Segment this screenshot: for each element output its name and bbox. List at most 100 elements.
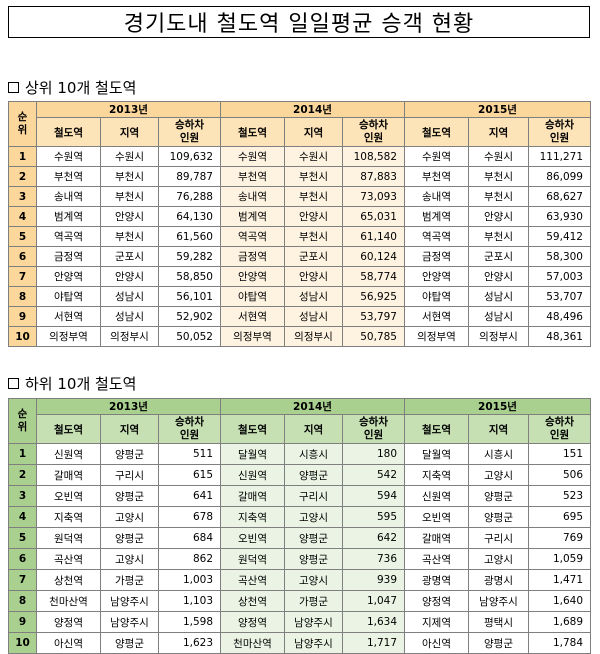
- passengers-cell: 1,640: [528, 590, 591, 612]
- passengers-cell: 594: [342, 485, 405, 507]
- rank-cell: 5: [8, 527, 37, 549]
- region-cell: 수원시: [100, 146, 159, 167]
- passengers-cell: 1,103: [158, 590, 221, 612]
- passengers-cell: 939: [342, 569, 405, 591]
- checkbox-square-icon: [8, 378, 19, 389]
- station-cell: 양정역: [220, 611, 285, 633]
- table-row: 3 오빈역 양평군 641 갈매역 구리시 594 신원역 양평군 523: [8, 485, 591, 507]
- table-row: 8 천마산역 남양주시 1,103 상천역 가평군 1,047 양정역 남양주시 1,640: [8, 590, 591, 612]
- rank-cell: 9: [8, 306, 37, 327]
- station-cell: 수원역: [36, 146, 101, 167]
- region-cell: 양평군: [100, 485, 159, 507]
- passengers-cell: 61,560: [158, 226, 221, 247]
- passengers-header: 승하차 인원: [342, 117, 405, 147]
- region-cell: 성남시: [468, 286, 529, 307]
- passengers-cell: 68,627: [528, 186, 591, 207]
- page-title: 경기도내 철도역 일일평균 승객 현황: [8, 6, 590, 38]
- passengers-cell: 56,925: [342, 286, 405, 307]
- passengers-cell: 73,093: [342, 186, 405, 207]
- rank-cell: 7: [8, 569, 37, 591]
- table-row: 8 야탑역 성남시 56,101 야탑역 성남시 56,925 야탑역 성남시 53,707: [8, 286, 591, 307]
- station-cell: 범계역: [36, 206, 101, 227]
- rank-cell: 10: [8, 632, 37, 654]
- region-cell: 성남시: [468, 306, 529, 327]
- year-header-2015: 2015년: [404, 101, 591, 118]
- passengers-cell: 684: [158, 527, 221, 549]
- region-cell: 성남시: [100, 286, 159, 307]
- region-cell: 가평군: [100, 569, 159, 591]
- station-header: 철도역: [404, 414, 469, 444]
- station-cell: 지축역: [404, 464, 469, 486]
- region-cell: 군포시: [284, 246, 343, 267]
- station-header: 철도역: [220, 117, 285, 147]
- rank-cell: 8: [8, 286, 37, 307]
- passengers-header: 승하차 인원: [158, 414, 221, 444]
- table-row: 4 지축역 고양시 678 지축역 고양시 595 오빈역 양평군 695: [8, 506, 591, 528]
- region-cell: 양평군: [284, 464, 343, 486]
- region-cell: 부천시: [284, 166, 343, 187]
- passengers-cell: 56,101: [158, 286, 221, 307]
- station-cell: 수원역: [404, 146, 469, 167]
- station-cell: 안양역: [404, 266, 469, 287]
- region-cell: 안양시: [100, 206, 159, 227]
- table-row: 1 수원역 수원시 109,632 수원역 수원시 108,582 수원역 수원시 111,271: [8, 146, 591, 167]
- passengers-cell: 48,361: [528, 326, 591, 347]
- rank-cell: 7: [8, 266, 37, 287]
- passengers-cell: 108,582: [342, 146, 405, 167]
- station-cell: 금정역: [220, 246, 285, 267]
- station-header: 철도역: [404, 117, 469, 147]
- rank-cell: 3: [8, 186, 37, 207]
- station-header: 철도역: [36, 117, 101, 147]
- region-cell: 양평군: [100, 527, 159, 549]
- station-cell: 천마산역: [220, 632, 285, 654]
- passengers-cell: 58,300: [528, 246, 591, 267]
- region-cell: 수원시: [284, 146, 343, 167]
- station-cell: 곡산역: [220, 569, 285, 591]
- passengers-cell: 65,031: [342, 206, 405, 227]
- rank-cell: 4: [8, 206, 37, 227]
- region-cell: 구리시: [284, 485, 343, 507]
- station-cell: 곡산역: [36, 548, 101, 570]
- station-cell: 지제역: [404, 611, 469, 633]
- passengers-header: 승하차 인원: [158, 117, 221, 147]
- station-cell: 부천역: [36, 166, 101, 187]
- rank-cell: 2: [8, 464, 37, 486]
- passengers-cell: 111,271: [528, 146, 591, 167]
- station-cell: 금정역: [404, 246, 469, 267]
- passengers-cell: 50,052: [158, 326, 221, 347]
- passengers-cell: 180: [342, 443, 405, 465]
- top-section-label: 상위 10개 철도역: [25, 79, 137, 97]
- station-cell: 양정역: [36, 611, 101, 633]
- passengers-cell: 50,785: [342, 326, 405, 347]
- station-cell: 갈매역: [220, 485, 285, 507]
- bottom-section-heading: 하위 10개 철도역: [8, 373, 136, 394]
- top-table-body: 1 수원역 수원시 109,632 수원역 수원시 108,582 수원역 수원시 111,271…: [8, 146, 591, 347]
- table-row: 6 곡산역 고양시 862 원덕역 양평군 736 곡산역 고양시 1,059: [8, 548, 591, 570]
- passengers-cell: 542: [342, 464, 405, 486]
- region-cell: 양평군: [468, 506, 529, 528]
- passengers-cell: 59,282: [158, 246, 221, 267]
- station-cell: 부천역: [404, 166, 469, 187]
- rank-cell: 1: [8, 443, 37, 465]
- table-row: 10 의정부역 의정부시 50,052 의정부역 의정부시 50,785 의정부역 의정부시 48…: [8, 326, 591, 347]
- region-header: 지역: [100, 117, 159, 147]
- region-cell: 고양시: [468, 548, 529, 570]
- passengers-header: 승하차 인원: [528, 117, 591, 147]
- passengers-cell: 109,632: [158, 146, 221, 167]
- table-row: 9 서현역 성남시 52,902 서현역 성남시 53,797 서현역 성남시 48,496: [8, 306, 591, 327]
- year-header-2013: 2013년: [36, 101, 221, 118]
- rank-cell: 4: [8, 506, 37, 528]
- station-cell: 안양역: [36, 266, 101, 287]
- station-cell: 상천역: [220, 590, 285, 612]
- region-cell: 안양시: [100, 266, 159, 287]
- bottom-table-body: 1 신원역 양평군 511 달월역 시흥시 180 달월역 시흥시 151 2 갈매역 구리시 615 신원…: [8, 443, 591, 654]
- region-cell: 양평군: [284, 548, 343, 570]
- passengers-cell: 61,140: [342, 226, 405, 247]
- region-cell: 고양시: [100, 548, 159, 570]
- station-cell: 야탑역: [220, 286, 285, 307]
- rank-cell: 8: [8, 590, 37, 612]
- region-cell: 시흥시: [468, 443, 529, 465]
